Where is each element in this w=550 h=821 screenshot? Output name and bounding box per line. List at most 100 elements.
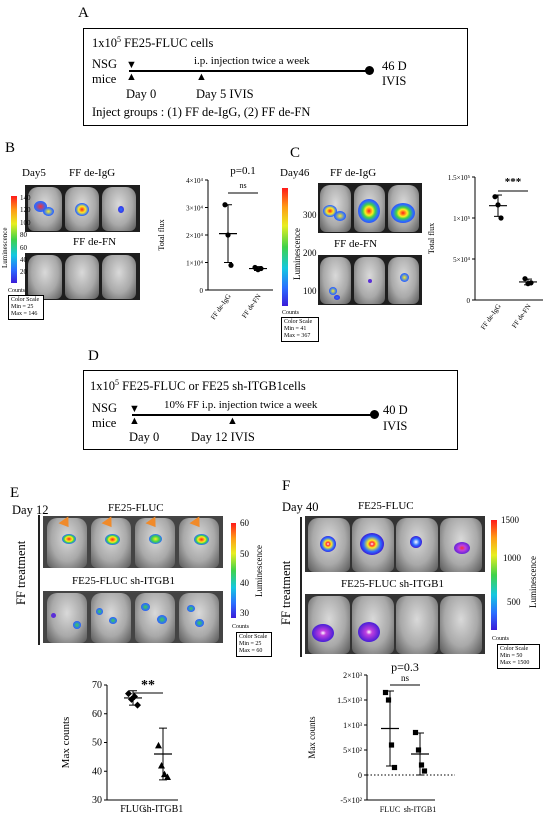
y-tick-label: 5×10² — [343, 746, 363, 755]
y-axis-label: Max counts — [60, 717, 72, 769]
mouse — [440, 596, 482, 654]
x-category-label: sh-ITGB1 — [143, 804, 184, 815]
mouse — [388, 257, 419, 304]
panel-f-tick-500: 500 — [507, 597, 521, 607]
significance-label: *** — [505, 176, 522, 188]
panel-e-color-scale: Color Scale Min = 25 Max = 60 — [236, 632, 272, 657]
y-tick-label: 1×10³ — [343, 721, 363, 730]
significance-label: ns — [401, 673, 410, 683]
mouse — [354, 185, 385, 232]
scheme-a-end-dot — [365, 66, 374, 75]
panel-f-color-scale: Color Scale Min = 50 Max = 1500 — [497, 644, 540, 669]
panel-e-group2: FE25-FLUC sh-ITGB1 — [72, 575, 175, 587]
data-point — [385, 697, 392, 703]
y-tick-label: 70 — [92, 680, 102, 691]
mouse — [102, 255, 136, 299]
data-point — [222, 202, 228, 208]
data-point — [498, 215, 504, 221]
panel-e-colorbar — [231, 523, 236, 618]
x-category-label: sh-ITGB1 — [404, 805, 436, 814]
panel-f-image-top — [305, 516, 485, 572]
panel-label-b: B — [5, 140, 16, 156]
panel-f-colorbar-label: Luminescence — [528, 556, 538, 608]
data-point — [415, 747, 422, 753]
panel-c-color-scale: Color Scale Min = 41 Max = 367 — [281, 317, 319, 342]
y-tick-label: 1×10⁴ — [186, 260, 203, 268]
panel-e-image-bottom — [43, 591, 223, 643]
panel-c-colorbar — [282, 188, 288, 306]
data-point — [522, 276, 528, 282]
scheme-d-treatment: 10% FF i.p. injection twice a week — [164, 399, 318, 411]
scheme-d-inject-arrow: ▼ — [129, 403, 140, 415]
scheme-d-end-dot — [370, 410, 379, 419]
data-point — [134, 701, 141, 709]
mouse — [91, 593, 131, 643]
panel-b-counts: Counts — [8, 288, 26, 294]
mouse — [354, 257, 385, 304]
mouse — [102, 187, 136, 231]
scheme-d-mice-1: NSG — [92, 401, 118, 415]
scheme-d-day0-arrow: ▲ — [129, 415, 140, 427]
y-tick-label: 0 — [358, 771, 362, 780]
panel-f-divider — [300, 517, 302, 657]
mouse — [388, 185, 419, 232]
scheme-d-mice-2: mice — [92, 416, 117, 430]
panel-label-a: A — [78, 5, 89, 21]
panel-b-colorbar-label: Luminescence — [1, 227, 9, 268]
panel-b-image-top — [25, 185, 140, 232]
data-point — [225, 232, 231, 238]
panel-label-e: E — [10, 485, 20, 501]
scheme-a-end-2: IVIS — [382, 74, 407, 88]
scheme-d-day12-arrow: ▲ — [227, 415, 238, 427]
y-tick-label: 4×10⁴ — [186, 177, 203, 185]
data-point — [412, 729, 419, 736]
y-tick-label: -5×10² — [340, 796, 362, 805]
panel-c-tick-100: 100 — [303, 286, 317, 296]
panel-b-group1: FF de-IgG — [69, 167, 116, 179]
data-point — [158, 762, 165, 769]
panel-f-day: Day 40 — [282, 500, 319, 514]
data-point — [388, 742, 395, 748]
chart-title: p=0.3 — [391, 660, 419, 674]
panel-f-side-label: FF treatment — [279, 560, 293, 625]
panel-e-side-label: FF treatment — [14, 540, 28, 605]
scheme-d-cells: 1x105 FE25-FLUC or FE25 sh-ITGB1cells — [90, 378, 306, 394]
mouse — [396, 596, 438, 654]
data-point — [418, 762, 425, 768]
scheme-a-cells: 1x105 FE25-FLUC cells — [92, 35, 214, 51]
panel-e-divider — [38, 515, 40, 645]
panel-c-group2: FF de-FN — [334, 238, 378, 250]
panel-b-group2: FF de-FN — [73, 236, 117, 248]
scheme-a-mice-1: NSG — [92, 57, 118, 71]
panel-c-group1: FF de-IgG — [330, 167, 377, 179]
scheme-a-day5: Day 5 IVIS — [196, 87, 254, 101]
mouse — [28, 187, 62, 231]
mouse — [320, 257, 351, 304]
panel-b-day: Day5 — [22, 167, 46, 179]
scheme-a-inject-arrow: ▼ — [126, 59, 137, 71]
x-category-label: FF de-FN — [510, 303, 532, 330]
scheme-d-end-2: IVIS — [383, 419, 408, 433]
panel-f-tick-1000: 1000 — [503, 553, 521, 563]
mouse — [135, 593, 175, 643]
data-point — [382, 689, 389, 696]
significance-label: ** — [141, 678, 155, 693]
scheme-d-day0: Day 0 — [129, 430, 160, 444]
data-point — [421, 768, 428, 774]
x-category-label: FF de-IgG — [479, 303, 502, 332]
panel-f-colorbar — [491, 520, 497, 630]
data-point — [161, 770, 168, 778]
y-tick-label: 0 — [467, 297, 471, 305]
scheme-a-box: 1x105 FE25-FLUC cells NSG mice i.p. inje… — [83, 28, 468, 126]
scheme-a-mice-2: mice — [92, 72, 117, 86]
x-category-label: FLUC — [120, 804, 146, 815]
chart-f: -5×10² 0 5×10² 1×10³ 1.5×10³ 2×10³ Max counts F… — [307, 660, 455, 814]
data-point — [164, 773, 171, 780]
y-axis-label: Total flux — [427, 223, 436, 254]
panel-c-colorbar-label: Luminescence — [292, 228, 302, 280]
scheme-a-end-1: 46 D — [382, 59, 407, 73]
y-tick-label: 60 — [92, 709, 102, 720]
scheme-a-treatment: i.p. injection twice a week — [194, 55, 310, 67]
scheme-d-end-1: 40 D — [383, 403, 408, 417]
